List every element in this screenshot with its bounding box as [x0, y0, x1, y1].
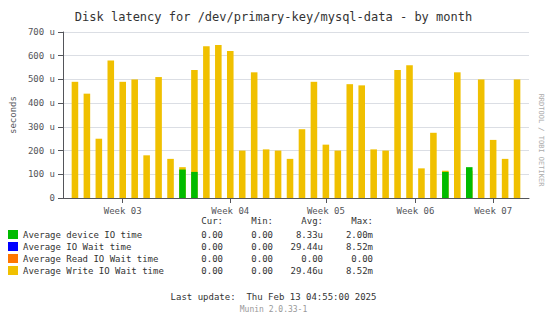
svg-text:Average Read IO Wait time: Average Read IO Wait time — [23, 254, 158, 264]
svg-text:0.00: 0.00 — [201, 242, 223, 252]
svg-text:0.00: 0.00 — [301, 254, 323, 264]
svg-text:8.33u: 8.33u — [296, 230, 323, 240]
svg-text:300 u: 300 u — [28, 122, 55, 132]
svg-text:29.44u: 29.44u — [290, 242, 323, 252]
svg-text:Average IO Wait time: Average IO Wait time — [23, 242, 131, 252]
svg-text:500 u: 500 u — [28, 74, 55, 84]
svg-text:Week 07: Week 07 — [474, 206, 512, 216]
svg-text:Last update: Thu Feb 13 04:55: Last update: Thu Feb 13 04:55:00 2025 — [171, 292, 377, 302]
svg-text:0.00: 0.00 — [201, 254, 223, 264]
svg-text:200 u: 200 u — [28, 146, 55, 156]
svg-text:Week 04: Week 04 — [211, 206, 249, 216]
svg-text:0.00: 0.00 — [201, 230, 223, 240]
svg-text:0.00: 0.00 — [251, 266, 273, 276]
svg-text:Min:: Min: — [251, 216, 273, 226]
svg-text:0: 0 — [50, 193, 55, 203]
svg-text:0.00: 0.00 — [251, 242, 273, 252]
svg-text:0.00: 0.00 — [251, 230, 273, 240]
svg-text:0.00: 0.00 — [251, 254, 273, 264]
svg-text:700 u: 700 u — [28, 27, 55, 37]
svg-text:8.52m: 8.52m — [346, 242, 373, 252]
svg-text:29.46u: 29.46u — [290, 266, 323, 276]
svg-text:2.00m: 2.00m — [346, 230, 373, 240]
svg-text:Average device IO time: Average device IO time — [23, 230, 142, 240]
svg-text:Week 05: Week 05 — [307, 206, 345, 216]
svg-text:Week 06: Week 06 — [397, 206, 435, 216]
svg-text:8.52m: 8.52m — [346, 266, 373, 276]
svg-text:0.00: 0.00 — [201, 266, 223, 276]
svg-text:0.00: 0.00 — [351, 254, 373, 264]
svg-text:Cur:: Cur: — [201, 216, 223, 226]
svg-text:Disk latency for /dev/primary-: Disk latency for /dev/primary-key/mysql-… — [75, 10, 472, 24]
svg-text:400 u: 400 u — [28, 98, 55, 108]
svg-text:Average Write IO Wait time: Average Write IO Wait time — [23, 266, 164, 276]
svg-text:600 u: 600 u — [28, 51, 55, 61]
svg-text:Avg:: Avg: — [301, 216, 323, 226]
svg-text:RRDTOOL / TOBI OETIKER: RRDTOOL / TOBI OETIKER — [537, 94, 545, 188]
svg-text:Munin 2.0.33-1: Munin 2.0.33-1 — [240, 305, 308, 314]
svg-text:Week 03: Week 03 — [104, 206, 142, 216]
svg-text:Max:: Max: — [351, 216, 373, 226]
svg-text:seconds: seconds — [8, 96, 18, 134]
svg-text:100 u: 100 u — [28, 169, 55, 179]
